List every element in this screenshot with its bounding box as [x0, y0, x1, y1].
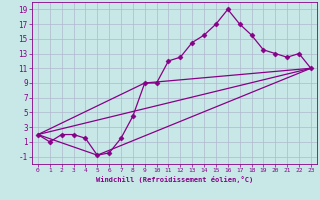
X-axis label: Windchill (Refroidissement éolien,°C): Windchill (Refroidissement éolien,°C): [96, 176, 253, 183]
